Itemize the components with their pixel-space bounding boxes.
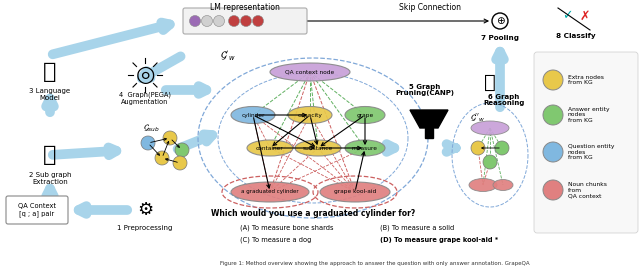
- Text: QA context node: QA context node: [285, 70, 335, 75]
- Ellipse shape: [469, 178, 497, 191]
- Ellipse shape: [231, 107, 275, 123]
- Ellipse shape: [471, 121, 509, 135]
- Ellipse shape: [345, 107, 385, 123]
- Text: capacity: capacity: [298, 113, 323, 118]
- Text: cylinder: cylinder: [241, 113, 265, 118]
- Text: substance: substance: [303, 146, 333, 150]
- Text: container: container: [256, 146, 284, 150]
- Text: Noun chunks
from
QA context: Noun chunks from QA context: [568, 182, 607, 198]
- Text: Question entity
nodes
from KG: Question entity nodes from KG: [568, 144, 614, 160]
- FancyBboxPatch shape: [183, 8, 307, 34]
- Circle shape: [543, 142, 563, 162]
- Text: (C) To measure a dog: (C) To measure a dog: [240, 237, 312, 243]
- Text: $\mathcal{G}''_w$: $\mathcal{G}''_w$: [470, 112, 486, 124]
- Circle shape: [483, 155, 497, 169]
- Text: grape kool-aid: grape kool-aid: [334, 190, 376, 194]
- Text: (D) To measure grape kool-aid *: (D) To measure grape kool-aid *: [380, 237, 499, 243]
- Circle shape: [228, 16, 239, 26]
- Text: $\mathcal{G}_{sub}$: $\mathcal{G}_{sub}$: [143, 122, 161, 134]
- Polygon shape: [410, 110, 448, 128]
- Text: Answer entity
nodes
from KG: Answer entity nodes from KG: [568, 107, 609, 123]
- Ellipse shape: [247, 140, 293, 156]
- Text: ◎: ◎: [135, 65, 155, 85]
- Text: Figure 1: Method overview showing the approach to answer the question with only : Figure 1: Method overview showing the ap…: [220, 261, 530, 265]
- Circle shape: [155, 151, 169, 165]
- Text: 7 Pooling: 7 Pooling: [481, 35, 519, 41]
- Text: LM representation: LM representation: [210, 2, 280, 11]
- Text: ✗: ✗: [580, 10, 590, 23]
- Circle shape: [173, 156, 187, 170]
- Circle shape: [214, 16, 225, 26]
- Ellipse shape: [288, 107, 332, 123]
- Ellipse shape: [493, 180, 513, 190]
- Circle shape: [253, 16, 264, 26]
- Text: 2 Sub graph
Extraction: 2 Sub graph Extraction: [29, 172, 71, 184]
- Text: 3 Language
Model: 3 Language Model: [29, 88, 70, 101]
- Text: Which would you use a graduated cylinder for?: Which would you use a graduated cylinder…: [211, 209, 415, 218]
- Circle shape: [495, 141, 509, 155]
- Circle shape: [241, 16, 252, 26]
- Text: 6 Graph
Reasoning: 6 Graph Reasoning: [483, 94, 525, 107]
- Text: QA Context
[q ; a] pair: QA Context [q ; a] pair: [18, 203, 56, 217]
- Ellipse shape: [295, 140, 341, 156]
- Circle shape: [543, 105, 563, 125]
- Circle shape: [163, 131, 177, 145]
- Text: measure: measure: [352, 146, 378, 150]
- Circle shape: [141, 136, 155, 150]
- Circle shape: [189, 16, 200, 26]
- Circle shape: [543, 180, 563, 200]
- Text: Skip Connection: Skip Connection: [399, 2, 461, 11]
- Text: 🤖: 🤖: [484, 73, 496, 91]
- Circle shape: [175, 143, 189, 157]
- Circle shape: [543, 70, 563, 90]
- Polygon shape: [425, 128, 433, 138]
- Text: 👤: 👤: [44, 145, 57, 165]
- Text: ⊕: ⊕: [495, 16, 504, 26]
- Text: 🧠: 🧠: [44, 62, 57, 82]
- Text: 8 Classify: 8 Classify: [556, 33, 596, 39]
- Circle shape: [202, 16, 212, 26]
- Text: $\mathcal{G}'_w$: $\mathcal{G}'_w$: [220, 49, 236, 63]
- Text: ✓: ✓: [562, 10, 572, 23]
- Text: Extra nodes
from KG: Extra nodes from KG: [568, 75, 604, 85]
- Ellipse shape: [345, 140, 385, 156]
- Text: (A) To measure bone shards: (A) To measure bone shards: [240, 225, 333, 231]
- Text: a graduated cylinder: a graduated cylinder: [241, 190, 299, 194]
- Text: grape: grape: [356, 113, 374, 118]
- Text: 1 Preprocessing: 1 Preprocessing: [117, 225, 173, 231]
- Text: ⚙: ⚙: [137, 201, 153, 219]
- FancyBboxPatch shape: [534, 52, 638, 233]
- Circle shape: [492, 13, 508, 29]
- Text: 5 Graph
Pruning(CANP): 5 Graph Pruning(CANP): [396, 84, 454, 97]
- Circle shape: [471, 141, 485, 155]
- Ellipse shape: [231, 182, 309, 202]
- Text: (B) To measure a solid: (B) To measure a solid: [380, 225, 454, 231]
- Ellipse shape: [270, 63, 350, 81]
- Ellipse shape: [320, 182, 390, 202]
- Text: 4  Graph(PEGA)
Augmentation: 4 Graph(PEGA) Augmentation: [119, 91, 171, 105]
- FancyBboxPatch shape: [6, 196, 68, 224]
